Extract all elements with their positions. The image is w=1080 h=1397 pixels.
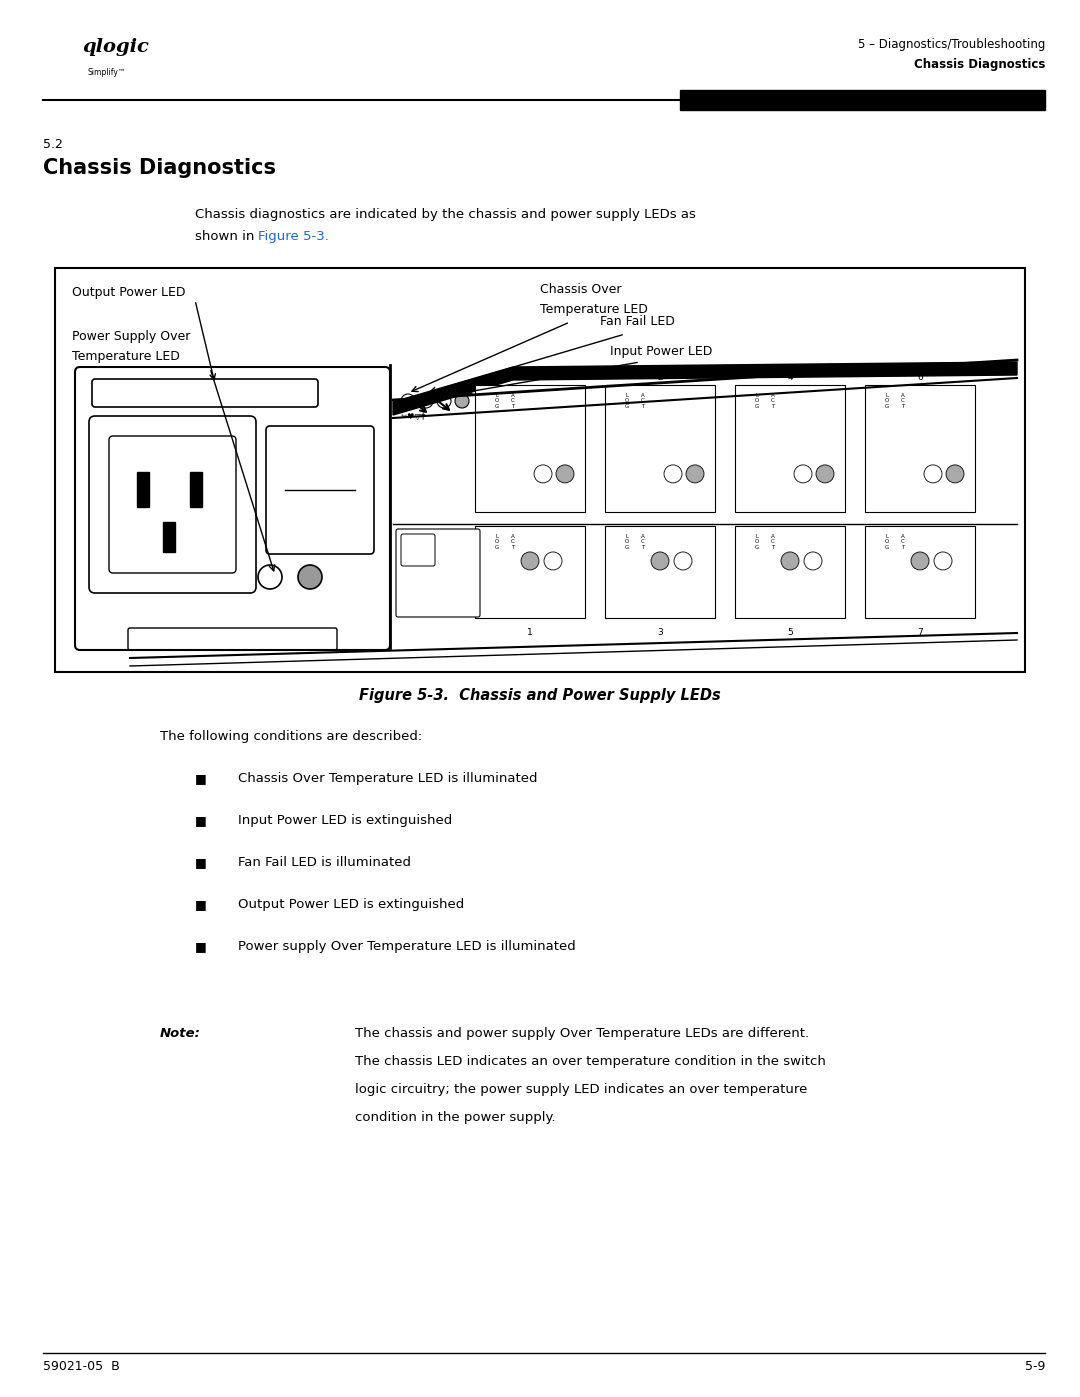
Bar (735, 386, 845, 511)
Circle shape (816, 465, 834, 483)
Text: Figure 5-3.  Chassis and Power Supply LEDs: Figure 5-3. Chassis and Power Supply LED… (360, 687, 720, 703)
Text: Output Power LED is extinguished: Output Power LED is extinguished (238, 898, 464, 911)
Text: Input Power LED is extinguished: Input Power LED is extinguished (238, 814, 453, 827)
Text: L
O
G: L O G (755, 393, 759, 409)
Circle shape (686, 465, 704, 483)
Circle shape (298, 564, 322, 590)
Text: 6: 6 (917, 373, 923, 381)
Text: A
C
T: A C T (901, 393, 905, 409)
Text: 5-9: 5-9 (1025, 1361, 1045, 1373)
Bar (865, 386, 975, 511)
Text: Input Power LED: Input Power LED (610, 345, 713, 358)
Text: Power supply Over Temperature LED is illuminated: Power supply Over Temperature LED is ill… (238, 940, 576, 953)
Text: Fan Fail LED is illuminated: Fan Fail LED is illuminated (238, 856, 411, 869)
Bar (475, 527, 585, 617)
Text: A
C
T: A C T (511, 534, 515, 550)
Text: L
O
G: L O G (625, 534, 630, 550)
Text: Figure 5-3.: Figure 5-3. (258, 231, 329, 243)
Text: 0: 0 (527, 373, 532, 381)
Text: Note:: Note: (160, 1027, 201, 1039)
Text: The following conditions are described:: The following conditions are described: (160, 731, 422, 743)
Text: A
C
T: A C T (771, 393, 774, 409)
Text: ■: ■ (195, 940, 206, 953)
Text: The chassis and power supply Over Temperature LEDs are different.: The chassis and power supply Over Temper… (355, 1027, 809, 1039)
Circle shape (946, 465, 964, 483)
Text: Chassis Diagnostics: Chassis Diagnostics (43, 158, 276, 177)
Text: A
C
T: A C T (642, 534, 645, 550)
Text: Chassis Diagnostics: Chassis Diagnostics (914, 59, 1045, 71)
FancyBboxPatch shape (396, 529, 480, 617)
Bar (475, 386, 585, 511)
Text: A
C
T: A C T (511, 393, 515, 409)
Text: logic circuitry; the power supply LED indicates an over temperature: logic circuitry; the power supply LED in… (355, 1083, 808, 1097)
Text: L
O
G: L O G (755, 534, 759, 550)
Text: shown in: shown in (195, 231, 258, 243)
Circle shape (651, 552, 669, 570)
Bar (605, 386, 715, 511)
Text: Chassis Over: Chassis Over (540, 284, 621, 296)
Text: A
C
T: A C T (901, 534, 905, 550)
Text: L
O
G: L O G (495, 393, 499, 409)
Bar (735, 527, 845, 617)
Text: Temperature LED: Temperature LED (72, 351, 180, 363)
Text: 3: 3 (657, 629, 663, 637)
Text: Temperature LED: Temperature LED (540, 303, 648, 316)
Text: 5: 5 (787, 629, 793, 637)
Circle shape (664, 465, 681, 483)
Text: L
O
G: L O G (495, 534, 499, 550)
Text: A
C
T: A C T (642, 393, 645, 409)
Text: Fan Fail LED: Fan Fail LED (600, 314, 675, 328)
Bar (680, 89, 1045, 110)
Bar (55, 268, 1025, 672)
Circle shape (794, 465, 812, 483)
Circle shape (521, 552, 539, 570)
Circle shape (804, 552, 822, 570)
Text: 5 – Diagnostics/Troubleshooting: 5 – Diagnostics/Troubleshooting (858, 38, 1045, 52)
Text: L
O
G: L O G (625, 393, 630, 409)
Bar (865, 527, 975, 617)
Text: ■: ■ (195, 898, 206, 911)
Text: 2: 2 (658, 373, 663, 381)
Text: 5.2: 5.2 (43, 138, 63, 151)
Text: ✂♥▽†: ✂♥▽† (401, 412, 427, 420)
Bar (163, 522, 175, 552)
Text: qlogic: qlogic (82, 38, 149, 56)
Circle shape (534, 465, 552, 483)
Text: Power Supply Over: Power Supply Over (72, 330, 190, 344)
Text: 7: 7 (917, 629, 923, 637)
Text: Chassis diagnostics are indicated by the chassis and power supply LEDs as: Chassis diagnostics are indicated by the… (195, 208, 696, 221)
Text: 4: 4 (787, 373, 793, 381)
Circle shape (674, 552, 692, 570)
Text: A
C
T: A C T (771, 534, 774, 550)
Circle shape (455, 394, 469, 408)
Circle shape (912, 552, 929, 570)
Text: L
O
G: L O G (885, 393, 889, 409)
Bar (605, 527, 715, 617)
Circle shape (781, 552, 799, 570)
Polygon shape (393, 362, 1017, 415)
Text: ■: ■ (195, 773, 206, 785)
Text: L
O
G: L O G (885, 534, 889, 550)
Text: Output Power LED: Output Power LED (72, 286, 186, 299)
Bar (190, 472, 202, 507)
Text: ■: ■ (195, 856, 206, 869)
Text: 1: 1 (527, 629, 532, 637)
Text: Simplify™: Simplify™ (87, 68, 126, 77)
Circle shape (556, 465, 573, 483)
Text: condition in the power supply.: condition in the power supply. (355, 1111, 555, 1125)
Text: 59021-05  B: 59021-05 B (43, 1361, 120, 1373)
Text: Chassis Over Temperature LED is illuminated: Chassis Over Temperature LED is illumina… (238, 773, 538, 785)
Text: ■: ■ (195, 814, 206, 827)
Circle shape (924, 465, 942, 483)
Text: The chassis LED indicates an over temperature condition in the switch: The chassis LED indicates an over temper… (355, 1055, 826, 1067)
Circle shape (544, 552, 562, 570)
Bar (137, 472, 149, 507)
Circle shape (934, 552, 951, 570)
